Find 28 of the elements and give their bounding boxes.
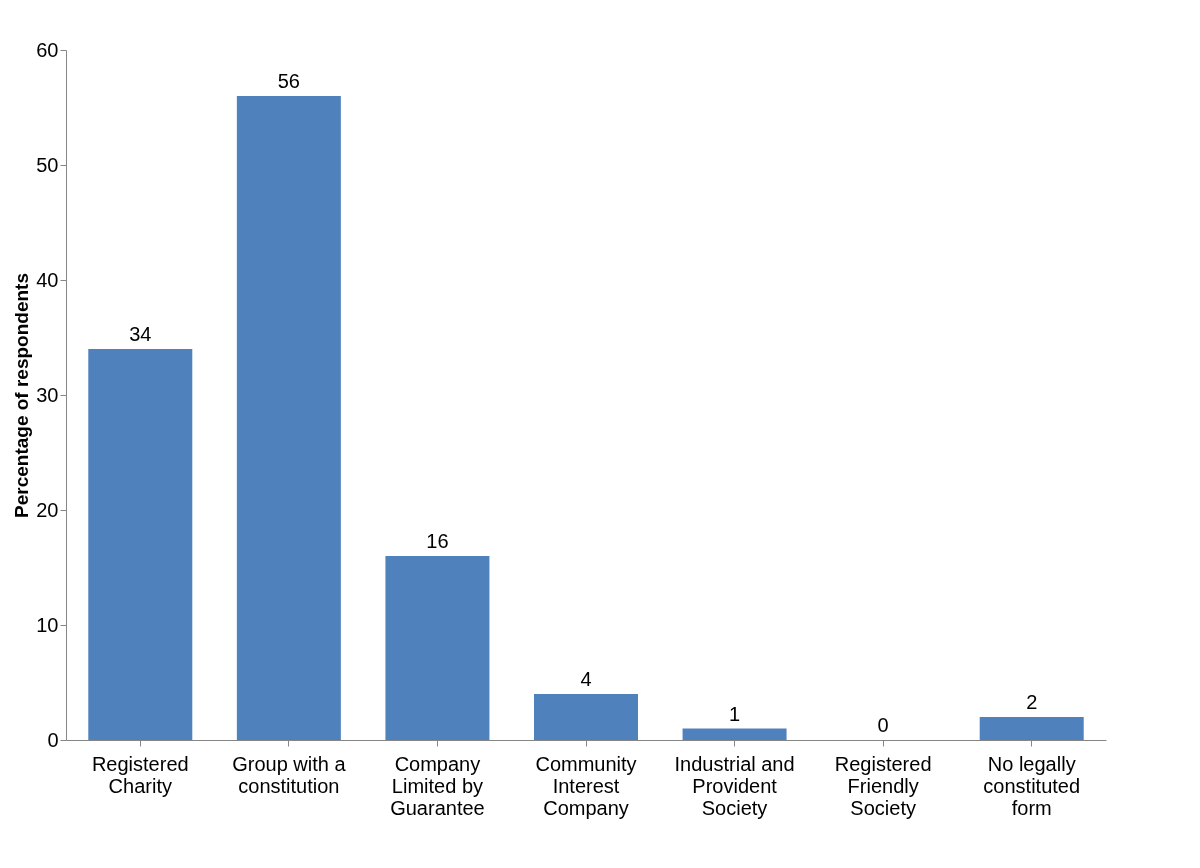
bar [682, 728, 787, 740]
data-label: 0 [877, 714, 889, 736]
y-tick-label: 40 [36, 268, 59, 291]
y-tick-label: 0 [47, 728, 59, 751]
data-label: 2 [1026, 691, 1038, 713]
x-tick-label: Group with a constitution [232, 752, 347, 797]
x-tick-label: Industrial and Provident Society [674, 752, 795, 819]
x-tick-label: Community Interest Company [535, 752, 637, 819]
x-tick-label: Registered Friendly Society [834, 752, 932, 819]
bar [979, 717, 1084, 740]
y-tick-label: 50 [36, 153, 59, 176]
data-label: 56 [277, 70, 300, 92]
bar [88, 349, 193, 740]
x-tick-label: Registered Charity [91, 752, 189, 797]
bar [385, 556, 490, 740]
y-tick-label: 60 [36, 38, 59, 61]
data-label: 34 [129, 323, 152, 345]
y-axis-title: Percentage of respondents [11, 273, 33, 518]
data-label: 16 [426, 530, 449, 552]
y-tick-label: 20 [36, 498, 59, 521]
x-tick-label: Company Limited by Guarantee [390, 752, 485, 819]
y-tick-label: 30 [36, 383, 59, 406]
data-label: 4 [580, 668, 592, 690]
data-label: 1 [729, 702, 741, 725]
bar [534, 694, 638, 740]
bar [236, 96, 341, 740]
y-tick-label: 10 [36, 613, 59, 636]
x-tick-label: No legally constituted form [983, 752, 1081, 819]
